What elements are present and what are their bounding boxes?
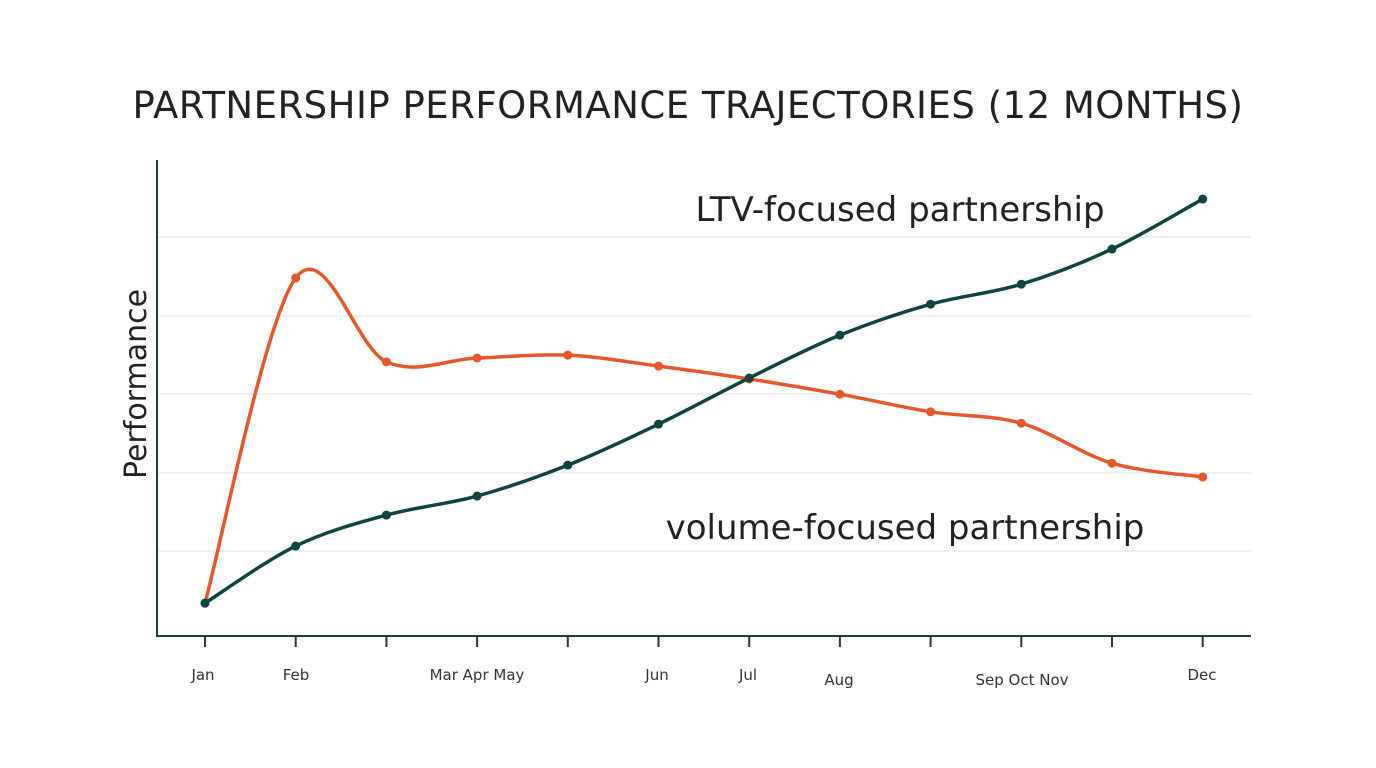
series-line-0 [203, 197, 1205, 605]
ltv-series-label: LTV-focused partnership [695, 190, 1104, 230]
x-tick-label: Jul [738, 666, 757, 684]
data-point-0-8 [926, 299, 936, 309]
data-point-0-0 [200, 598, 210, 608]
volume-series-label: volume-focused partnership [666, 508, 1145, 548]
data-point-1-5 [654, 361, 663, 371]
data-point-0-9 [1016, 279, 1026, 289]
x-tick-label: Dec [1187, 666, 1216, 684]
data-point-0-1 [291, 541, 301, 551]
x-tick-label: Jun [644, 666, 668, 684]
data-point-0-10 [1107, 244, 1117, 254]
x-tick-label: Feb [283, 666, 310, 684]
data-point-0-2 [381, 510, 391, 520]
data-point-0-3 [472, 491, 482, 501]
data-point-1-9 [1016, 418, 1026, 428]
data-point-1-2 [381, 357, 391, 367]
data-point-1-1 [291, 273, 301, 283]
data-point-1-7 [835, 389, 845, 399]
chart-title: PARTNERSHIP PERFORMANCE TRAJECTORIES (12… [133, 84, 1244, 127]
data-point-1-8 [926, 407, 936, 417]
data-point-0-7 [835, 330, 845, 340]
x-tick-label: Sep Oct Nov [975, 671, 1068, 689]
data-point-0-11 [1198, 194, 1208, 204]
data-point-0-6 [744, 373, 754, 383]
x-tick-label: Aug [824, 671, 853, 689]
data-point-0-5 [654, 419, 663, 429]
x-tick-label: Jan [190, 666, 214, 684]
y-axis-label: Performance [119, 289, 154, 479]
series-line-1 [203, 267, 1205, 605]
x-tick-label: Mar Apr May [430, 666, 525, 684]
data-point-1-11 [1198, 472, 1208, 482]
data-point-0-4 [563, 460, 573, 470]
data-point-1-4 [563, 350, 573, 360]
data-point-1-3 [472, 353, 482, 363]
data-point-1-10 [1107, 458, 1117, 468]
